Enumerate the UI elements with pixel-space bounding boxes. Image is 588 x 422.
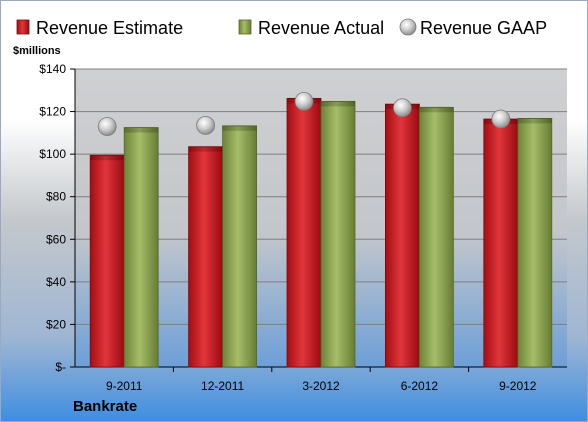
- bar-top-shade: [517, 118, 552, 124]
- x-tick-label: 9-2011: [106, 379, 143, 393]
- y-tick-label: $120: [39, 105, 66, 119]
- y-tick-label: $140: [39, 62, 66, 76]
- bar: [384, 103, 420, 368]
- y-tick-label: $60: [46, 232, 66, 246]
- bar: [320, 100, 356, 368]
- y-tick-label: $40: [46, 275, 66, 289]
- y-tick-label: $80: [46, 190, 66, 204]
- gaap-marker: [97, 117, 117, 136]
- y-tick-label: $-: [55, 360, 66, 374]
- bar-top-shade: [90, 155, 125, 161]
- legend-label: Revenue Actual: [258, 18, 384, 38]
- bar: [123, 127, 159, 368]
- x-tick-label: 3-2012: [302, 379, 340, 393]
- legend-label: Revenue Estimate: [36, 18, 183, 38]
- bar: [483, 118, 519, 368]
- bar-top-shade: [188, 146, 223, 152]
- x-tick-label: 6-2012: [401, 379, 439, 393]
- bar: [517, 117, 553, 368]
- x-tick-label: 12-2011: [201, 379, 244, 393]
- legend-marker: [399, 18, 417, 36]
- y-axis-unit-label: $millions: [13, 45, 61, 57]
- bar: [286, 97, 322, 368]
- x-axis: 9-2011 12-2011 3-2012 6-2012 9-2012: [106, 367, 537, 393]
- gaap-marker: [392, 98, 412, 118]
- bar-top-shade: [222, 125, 257, 131]
- bar: [89, 154, 125, 368]
- gaap-marker: [491, 109, 511, 129]
- gaap-marker: [196, 116, 216, 135]
- legend: Revenue Estimate Revenue Actual Revenue GA…: [16, 18, 547, 38]
- bar-top-shade: [124, 127, 159, 133]
- legend-swatch: [238, 19, 252, 35]
- bar-top-shade: [321, 101, 355, 107]
- x-tick-label: 9-2012: [499, 379, 537, 393]
- bar: [222, 125, 258, 368]
- y-tick-label: $100: [39, 147, 66, 161]
- gaap-marker: [294, 91, 314, 111]
- y-tick-label: $20: [46, 317, 66, 331]
- bar: [188, 146, 224, 368]
- legend-label: Revenue GAAP: [420, 18, 547, 38]
- legend-swatch: [16, 19, 30, 35]
- bar-top-shade: [419, 107, 454, 113]
- bar: [418, 106, 454, 368]
- marker-series: [97, 91, 511, 136]
- company-name: Bankrate: [73, 398, 138, 415]
